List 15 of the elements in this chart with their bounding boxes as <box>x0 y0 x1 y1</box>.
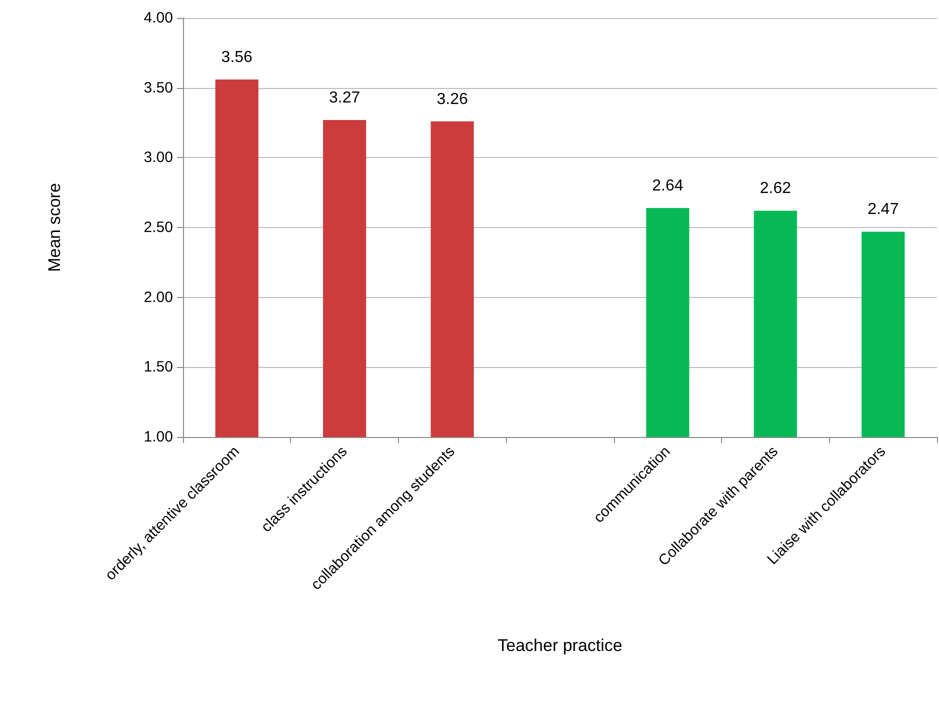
data-label: 2.62 <box>760 180 792 198</box>
y-tick-label: 4.00 <box>144 10 173 26</box>
data-label: 3.27 <box>329 89 360 106</box>
y-tick-label: 2.50 <box>144 219 173 236</box>
x-axis-title: Teacher practice <box>498 636 622 655</box>
y-axis-title: Mean score <box>45 183 64 272</box>
y-tick-label: 2.00 <box>144 288 173 306</box>
y-tick-label: 1.50 <box>144 358 173 376</box>
y-tick-label: 1.00 <box>144 428 173 446</box>
y-tick-label: 3.50 <box>144 79 173 96</box>
data-label: 2.64 <box>652 177 684 194</box>
data-label: 2.47 <box>868 201 899 218</box>
data-label: 3.56 <box>221 48 253 66</box>
y-tick-label: 3.00 <box>144 149 173 166</box>
data-label: 3.26 <box>436 90 468 108</box>
